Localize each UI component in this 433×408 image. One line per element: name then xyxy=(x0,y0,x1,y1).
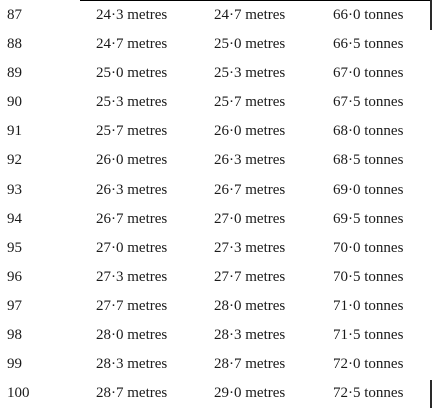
table-row: 93 26·3 metres 26·7 metres 69·0 tonnes xyxy=(0,175,433,204)
table-row: 88 24·7 metres 25·0 metres 66·5 tonnes xyxy=(0,29,433,58)
table-row: 96 27·3 metres 27·7 metres 70·5 tonnes xyxy=(0,262,433,291)
row-number: 97 xyxy=(7,297,22,314)
mass-cell: 66·0 tonnes xyxy=(333,7,404,23)
length-a-cell: 24·7 metres xyxy=(96,36,168,53)
table-row: 91 25·7 metres 26·0 metres 68·0 tonnes xyxy=(0,116,433,145)
mass-cell: 71·0 tonnes xyxy=(333,297,404,314)
mass-cell: 70·5 tonnes xyxy=(333,268,404,285)
length-a-cell: 28·7 metres xyxy=(96,385,168,402)
table-row: 92 26·0 metres 26·3 metres 68·5 tonnes xyxy=(0,145,433,174)
length-b-cell: 26·0 metres xyxy=(214,123,286,140)
row-number: 92 xyxy=(7,152,22,169)
length-a-cell: 24·3 metres xyxy=(96,7,168,23)
length-a-cell: 27·0 metres xyxy=(96,239,168,256)
row-number: 90 xyxy=(7,94,22,111)
table-row: 100 28·7 metres 29·0 metres 72·5 tonnes xyxy=(0,378,433,407)
row-number: 99 xyxy=(7,356,22,373)
length-a-cell: 25·7 metres xyxy=(96,123,168,140)
row-number: 96 xyxy=(7,268,22,285)
length-b-cell: 29·0 metres xyxy=(214,385,286,402)
table-row: 94 26·7 metres 27·0 metres 69·5 tonnes xyxy=(0,204,433,233)
table-top-rule xyxy=(80,0,430,1)
length-a-cell: 28·0 metres xyxy=(96,327,168,344)
row-number: 87 xyxy=(7,7,22,23)
mass-cell: 69·0 tonnes xyxy=(333,181,404,198)
length-b-cell: 25·3 metres xyxy=(214,65,286,82)
length-b-cell: 26·7 metres xyxy=(214,181,286,198)
table-row: 97 27·7 metres 28·0 metres 71·0 tonnes xyxy=(0,291,433,320)
length-a-cell: 25·0 metres xyxy=(96,65,168,82)
length-b-cell: 28·7 metres xyxy=(214,356,286,373)
length-b-cell: 25·0 metres xyxy=(214,36,286,53)
length-b-cell: 28·3 metres xyxy=(214,327,286,344)
mass-cell: 68·5 tonnes xyxy=(333,152,404,169)
length-a-cell: 27·7 metres xyxy=(96,297,168,314)
mass-cell: 66·5 tonnes xyxy=(333,36,404,53)
row-number: 93 xyxy=(7,181,22,198)
mass-cell: 72·0 tonnes xyxy=(333,356,404,373)
mass-cell: 68·0 tonnes xyxy=(333,123,404,140)
mass-cell: 67·0 tonnes xyxy=(333,65,404,82)
mass-cell: 70·0 tonnes xyxy=(333,239,404,256)
length-b-cell: 27·0 metres xyxy=(214,210,286,227)
mass-cell: 69·5 tonnes xyxy=(333,210,404,227)
row-number: 91 xyxy=(7,123,22,140)
mass-cell: 71·5 tonnes xyxy=(333,327,404,344)
table-right-rule-bottom xyxy=(430,380,432,408)
table-row: 89 25·0 metres 25·3 metres 67·0 tonnes xyxy=(0,58,433,87)
length-a-cell: 26·3 metres xyxy=(96,181,168,198)
table-right-rule-top xyxy=(430,0,432,30)
length-b-cell: 26·3 metres xyxy=(214,152,286,169)
length-a-cell: 25·3 metres xyxy=(96,94,168,111)
length-a-cell: 26·0 metres xyxy=(96,152,168,169)
length-b-cell: 24·7 metres xyxy=(214,7,286,23)
length-b-cell: 27·3 metres xyxy=(214,239,286,256)
row-number: 94 xyxy=(7,210,22,227)
table-row: 90 25·3 metres 25·7 metres 67·5 tonnes xyxy=(0,87,433,116)
length-b-cell: 28·0 metres xyxy=(214,297,286,314)
length-b-cell: 25·7 metres xyxy=(214,94,286,111)
length-b-cell: 27·7 metres xyxy=(214,268,286,285)
row-number: 95 xyxy=(7,239,22,256)
table-row: 98 28·0 metres 28·3 metres 71·5 tonnes xyxy=(0,320,433,349)
length-a-cell: 28·3 metres xyxy=(96,356,168,373)
mass-cell: 67·5 tonnes xyxy=(333,94,404,111)
table-row: 87 24·3 metres 24·7 metres 66·0 tonnes xyxy=(0,0,433,29)
table-row: 99 28·3 metres 28·7 metres 72·0 tonnes xyxy=(0,349,433,378)
length-a-cell: 27·3 metres xyxy=(96,268,168,285)
length-a-cell: 26·7 metres xyxy=(96,210,168,227)
row-number: 98 xyxy=(7,327,22,344)
row-number: 100 xyxy=(7,385,30,402)
row-number: 89 xyxy=(7,65,22,82)
row-number: 88 xyxy=(7,36,22,53)
mass-cell: 72·5 tonnes xyxy=(333,385,404,402)
table-row: 95 27·0 metres 27·3 metres 70·0 tonnes xyxy=(0,233,433,262)
